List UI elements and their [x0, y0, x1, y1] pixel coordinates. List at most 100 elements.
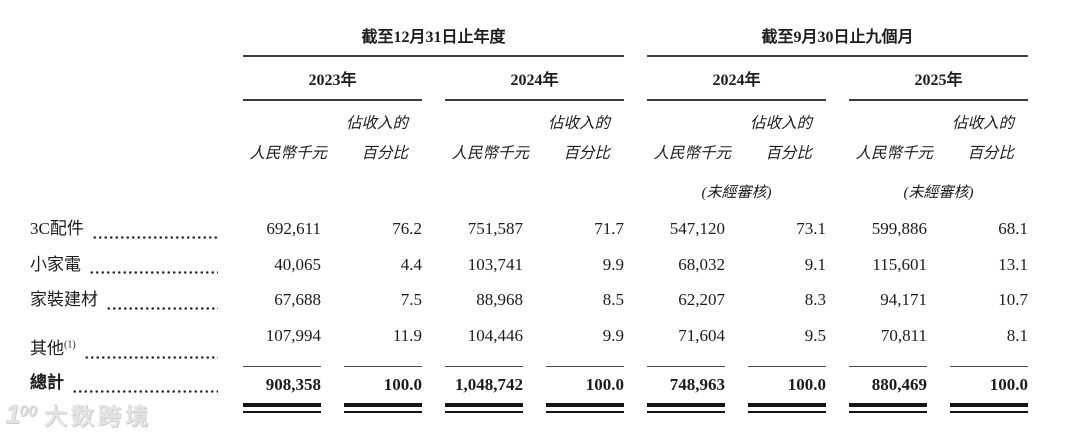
- total-double-rule: [647, 402, 725, 413]
- cell-value: 9.9: [602, 254, 624, 274]
- cell-value: 62,207: [678, 290, 725, 309]
- cell-value: 40,065: [274, 254, 321, 274]
- row-label-home-improvement: 家裝建材: [30, 282, 220, 318]
- year-header-2024: 2024年: [445, 71, 624, 101]
- watermark-logo-zeros: 00: [19, 402, 37, 420]
- cell-value: 8.3: [804, 290, 826, 309]
- watermark-text: 大数跨境: [43, 403, 152, 429]
- dotted-leader: [72, 388, 218, 394]
- total-cell-value: 1,048,742: [455, 374, 523, 394]
- dotted-leader: [83, 354, 218, 360]
- row-label-others: 其他(1): [30, 318, 220, 367]
- cell-value: 76.2: [392, 219, 422, 238]
- total-double-rule: [748, 402, 826, 413]
- cell-value: 11.9: [344, 318, 422, 367]
- cell-value: 70,811: [849, 318, 927, 367]
- year-header-2025-9m: 2025年: [849, 71, 1028, 101]
- col-header-amount: 人民幣千元: [849, 109, 933, 169]
- row-label-text: 其他(1): [30, 331, 76, 367]
- col-header-percent-line1: 佔收入的: [547, 115, 610, 132]
- cell-value: 103,741: [467, 254, 523, 274]
- col-header-amount: 人民幣千元: [445, 109, 529, 169]
- revenue-breakdown-table: 截至12月31日止年度 截至9月30日止九個月 2023年 2024年 2024…: [30, 24, 1028, 415]
- unaudited-note-2024-9m: (未經審核): [701, 185, 772, 201]
- spacer: [929, 109, 933, 139]
- cell-value: 9.9: [546, 318, 624, 367]
- row-label-text: 總計: [30, 373, 64, 392]
- col-header-percent-line2: 百分比: [967, 145, 1014, 162]
- watermark: 100 大数跨境: [5, 397, 152, 431]
- cell-value: 107,994: [243, 318, 321, 367]
- col-header-percent-line2: 百分比: [563, 145, 610, 162]
- cell-value: 599,886: [871, 219, 927, 238]
- cell-value: 68,032: [678, 254, 725, 274]
- year-header-2023: 2023年: [243, 71, 422, 101]
- unaudited-note-2025-9m: (未經審核): [903, 185, 974, 201]
- total-cell-value: 100.0: [989, 374, 1028, 394]
- cell-value: 68.1: [998, 219, 1028, 238]
- cell-value: 94,171: [880, 290, 927, 309]
- cell-value: 547,120: [669, 219, 725, 238]
- cell-value: 115,601: [872, 254, 927, 274]
- cell-value: 67,688: [274, 290, 321, 309]
- cell-value: 10.7: [998, 290, 1028, 309]
- cell-value: 88,968: [476, 290, 523, 309]
- total-double-rule: [445, 402, 523, 413]
- row-label-total: 總計: [30, 367, 220, 401]
- row-label-others-text: 其他: [30, 339, 64, 358]
- cell-value: 692,611: [266, 219, 321, 238]
- cell-value: 8.1: [950, 318, 1028, 367]
- total-cell-value: 880,469: [871, 374, 927, 394]
- total-cell-value: 100.0: [787, 374, 826, 394]
- spacer: [323, 109, 327, 139]
- col-header-percent-line1: 佔收入的: [951, 115, 1014, 132]
- dotted-leader: [106, 305, 218, 311]
- cell-value: 9.5: [748, 318, 826, 367]
- total-double-rule: [849, 402, 927, 413]
- row-label-3c-accessories: 3C配件: [30, 211, 220, 247]
- row-label-small-appliances: 小家電: [30, 247, 220, 283]
- col-header-percent: 佔收入的 百分比: [748, 109, 826, 169]
- cell-value: 4.4: [400, 254, 422, 274]
- row-label-text: 小家電: [30, 254, 81, 274]
- spacer: [525, 109, 529, 139]
- period-group-header-nine-months: 截至9月30日止九個月: [647, 28, 1028, 57]
- row-label-text: 家裝建材: [30, 290, 98, 309]
- cell-value: 73.1: [796, 219, 826, 238]
- col-header-percent: 佔收入的 百分比: [344, 109, 422, 169]
- cell-value: 13.1: [998, 254, 1028, 274]
- dotted-leader: [89, 270, 218, 275]
- total-double-rule: [344, 402, 422, 413]
- col-header-percent-line1: 佔收入的: [345, 115, 408, 132]
- footnote-superscript: (1): [64, 339, 76, 351]
- col-header-amount: 人民幣千元: [243, 109, 327, 169]
- col-header-percent-line1: 佔收入的: [749, 115, 812, 132]
- cell-value: 7.5: [400, 290, 422, 309]
- col-header-percent: 佔收入的 百分比: [546, 109, 624, 169]
- year-header-2024-9m: 2024年: [647, 71, 826, 101]
- total-cell-value: 100.0: [585, 374, 624, 394]
- watermark-logo-one: 1: [5, 398, 20, 429]
- cell-value: 751,587: [467, 219, 523, 238]
- row-label-text: 3C配件: [30, 219, 84, 238]
- col-header-amount: 人民幣千元: [647, 109, 731, 169]
- total-cell-value: 908,358: [265, 374, 321, 394]
- col-header-amount-text: 人民幣千元: [855, 145, 933, 162]
- col-header-percent-line2: 百分比: [765, 145, 812, 162]
- cell-value: 8.5: [602, 290, 624, 309]
- period-group-header-annual: 截至12月31日止年度: [243, 28, 624, 57]
- total-cell-value: 100.0: [383, 374, 422, 394]
- watermark-logo-icon: 100: [5, 399, 37, 430]
- cell-value: 9.1: [804, 254, 826, 274]
- col-header-amount-text: 人民幣千元: [653, 145, 731, 162]
- total-double-rule: [546, 402, 624, 413]
- col-header-amount-text: 人民幣千元: [451, 145, 529, 162]
- col-header-percent: 佔收入的 百分比: [950, 109, 1028, 169]
- cell-value: 71,604: [647, 318, 725, 367]
- total-double-rule: [243, 402, 321, 413]
- col-header-percent-line2: 百分比: [361, 145, 408, 162]
- col-header-amount-text: 人民幣千元: [249, 145, 327, 162]
- total-cell-value: 748,963: [669, 374, 725, 394]
- cell-value: 71.7: [594, 219, 624, 238]
